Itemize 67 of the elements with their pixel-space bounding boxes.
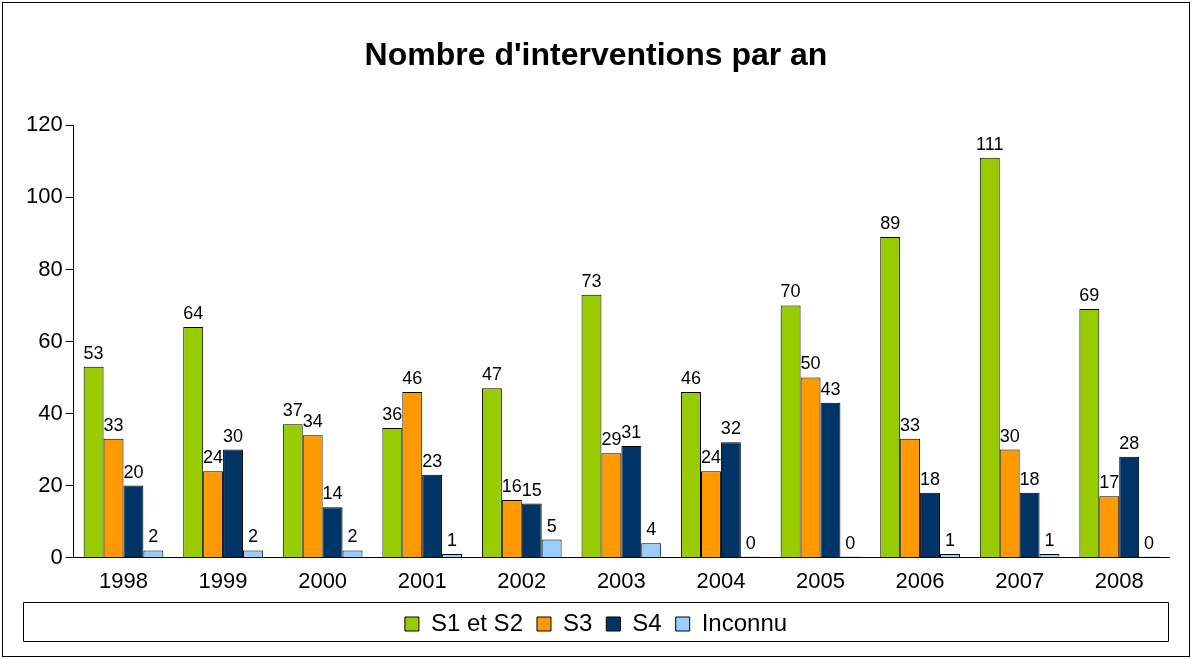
y-tick-label: 100 (25, 183, 63, 209)
data-label: 33 (900, 414, 921, 435)
data-label: 18 (920, 468, 941, 489)
x-tick-label: 2000 (298, 567, 348, 593)
data-label: 34 (302, 411, 323, 432)
data-label: 89 (880, 213, 901, 234)
data-label: 32 (720, 418, 741, 439)
data-label: 0 (845, 532, 856, 553)
data-label: 24 (203, 447, 224, 468)
data-label: 50 (800, 353, 821, 374)
data-label: 0 (1144, 532, 1155, 553)
x-tick-label: 2004 (696, 567, 746, 593)
data-label: 2 (247, 526, 258, 547)
data-label: 111 (976, 133, 1004, 154)
x-tick-label: 2005 (796, 567, 845, 593)
x-tick-label: 2008 (1094, 567, 1144, 593)
x-tick-label: 2003 (596, 567, 646, 593)
x-tick-label: 2001 (397, 567, 447, 593)
y-tick-label: 120 (25, 111, 63, 137)
data-label: 64 (183, 303, 204, 324)
data-label: 23 (422, 450, 443, 471)
data-label: 37 (282, 400, 303, 421)
data-label: 2 (347, 526, 358, 547)
y-tick-label: 40 (38, 399, 63, 425)
x-tick-label: 1999 (198, 567, 248, 593)
chart-title: Nombre d'interventions par an (364, 36, 828, 73)
data-label: 18 (1019, 468, 1040, 489)
legend-label: S4 (632, 608, 662, 636)
data-label: 16 (501, 475, 522, 496)
data-label: 20 (123, 461, 144, 482)
y-tick-label: 0 (50, 543, 63, 569)
data-label: 30 (223, 425, 244, 446)
x-tick-label: 1998 (99, 567, 148, 593)
data-label: 46 (402, 367, 423, 388)
data-label: 53 (83, 342, 104, 363)
data-label: 28 (1119, 432, 1140, 453)
data-label: 2 (148, 526, 159, 547)
data-label: 69 (1079, 285, 1100, 306)
data-label: 17 (1099, 472, 1120, 493)
data-label: 1 (1044, 529, 1055, 550)
y-tick-label: 60 (38, 327, 63, 353)
data-label: 14 (322, 483, 343, 504)
data-label: 46 (681, 367, 702, 388)
y-tick-label: 20 (38, 471, 63, 497)
data-label: 70 (780, 281, 801, 302)
data-label: 47 (481, 364, 502, 385)
data-label: 30 (999, 425, 1020, 446)
x-tick-label: 2007 (995, 567, 1045, 593)
data-label: 36 (382, 403, 403, 424)
data-label: 0 (745, 532, 756, 553)
data-label: 33 (103, 414, 124, 435)
legend-label: Inconnu (701, 608, 788, 636)
legend-label: S1 et S2 (430, 608, 523, 636)
y-tick-label: 80 (38, 255, 63, 281)
data-label: 5 (546, 515, 557, 536)
data-label: 31 (621, 421, 642, 442)
data-label: 73 (581, 270, 602, 291)
x-tick-label: 2002 (497, 567, 547, 593)
data-label: 43 (820, 378, 841, 399)
x-tick-label: 2006 (895, 567, 945, 593)
data-label: 1 (447, 529, 458, 550)
data-label: 4 (646, 519, 657, 540)
data-label: 24 (700, 447, 721, 468)
data-label: 29 (601, 429, 622, 450)
data-label: 15 (521, 479, 542, 500)
data-label: 1 (944, 529, 955, 550)
legend-label: S3 (562, 608, 593, 636)
